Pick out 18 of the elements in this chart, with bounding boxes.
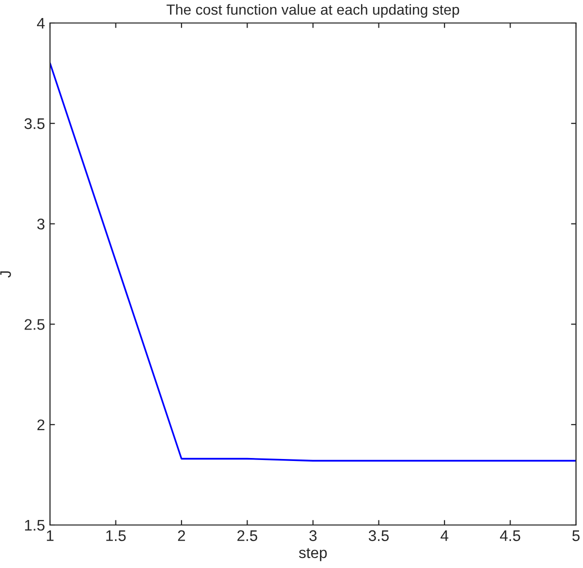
x-tick-label: 3 xyxy=(309,530,317,542)
x-tick-label: 2.5 xyxy=(237,530,258,542)
y-tick-label: 2.5 xyxy=(24,319,44,330)
x-tick-label: 1 xyxy=(46,530,54,541)
y-tick-label: 1.5 xyxy=(25,520,44,531)
chart-title: The cost function value at each updating step xyxy=(166,4,460,18)
y-tick-label: 3.5 xyxy=(24,118,44,130)
x-tick-label: 1.5 xyxy=(106,530,126,542)
x-tick-label: 4.5 xyxy=(500,530,520,542)
x-tick-label: 3.5 xyxy=(368,530,389,542)
y-tick-label: 3 xyxy=(37,218,44,230)
x-tick-label: 4 xyxy=(440,530,448,541)
y-tick-label: 2 xyxy=(37,419,44,430)
y-tick-label: 4 xyxy=(36,18,45,29)
x-tick-label: 5 xyxy=(572,530,580,542)
y-axis-title: J xyxy=(0,271,11,278)
x-tick-label: 2 xyxy=(178,530,185,541)
x-axis-title: step xyxy=(298,548,327,562)
